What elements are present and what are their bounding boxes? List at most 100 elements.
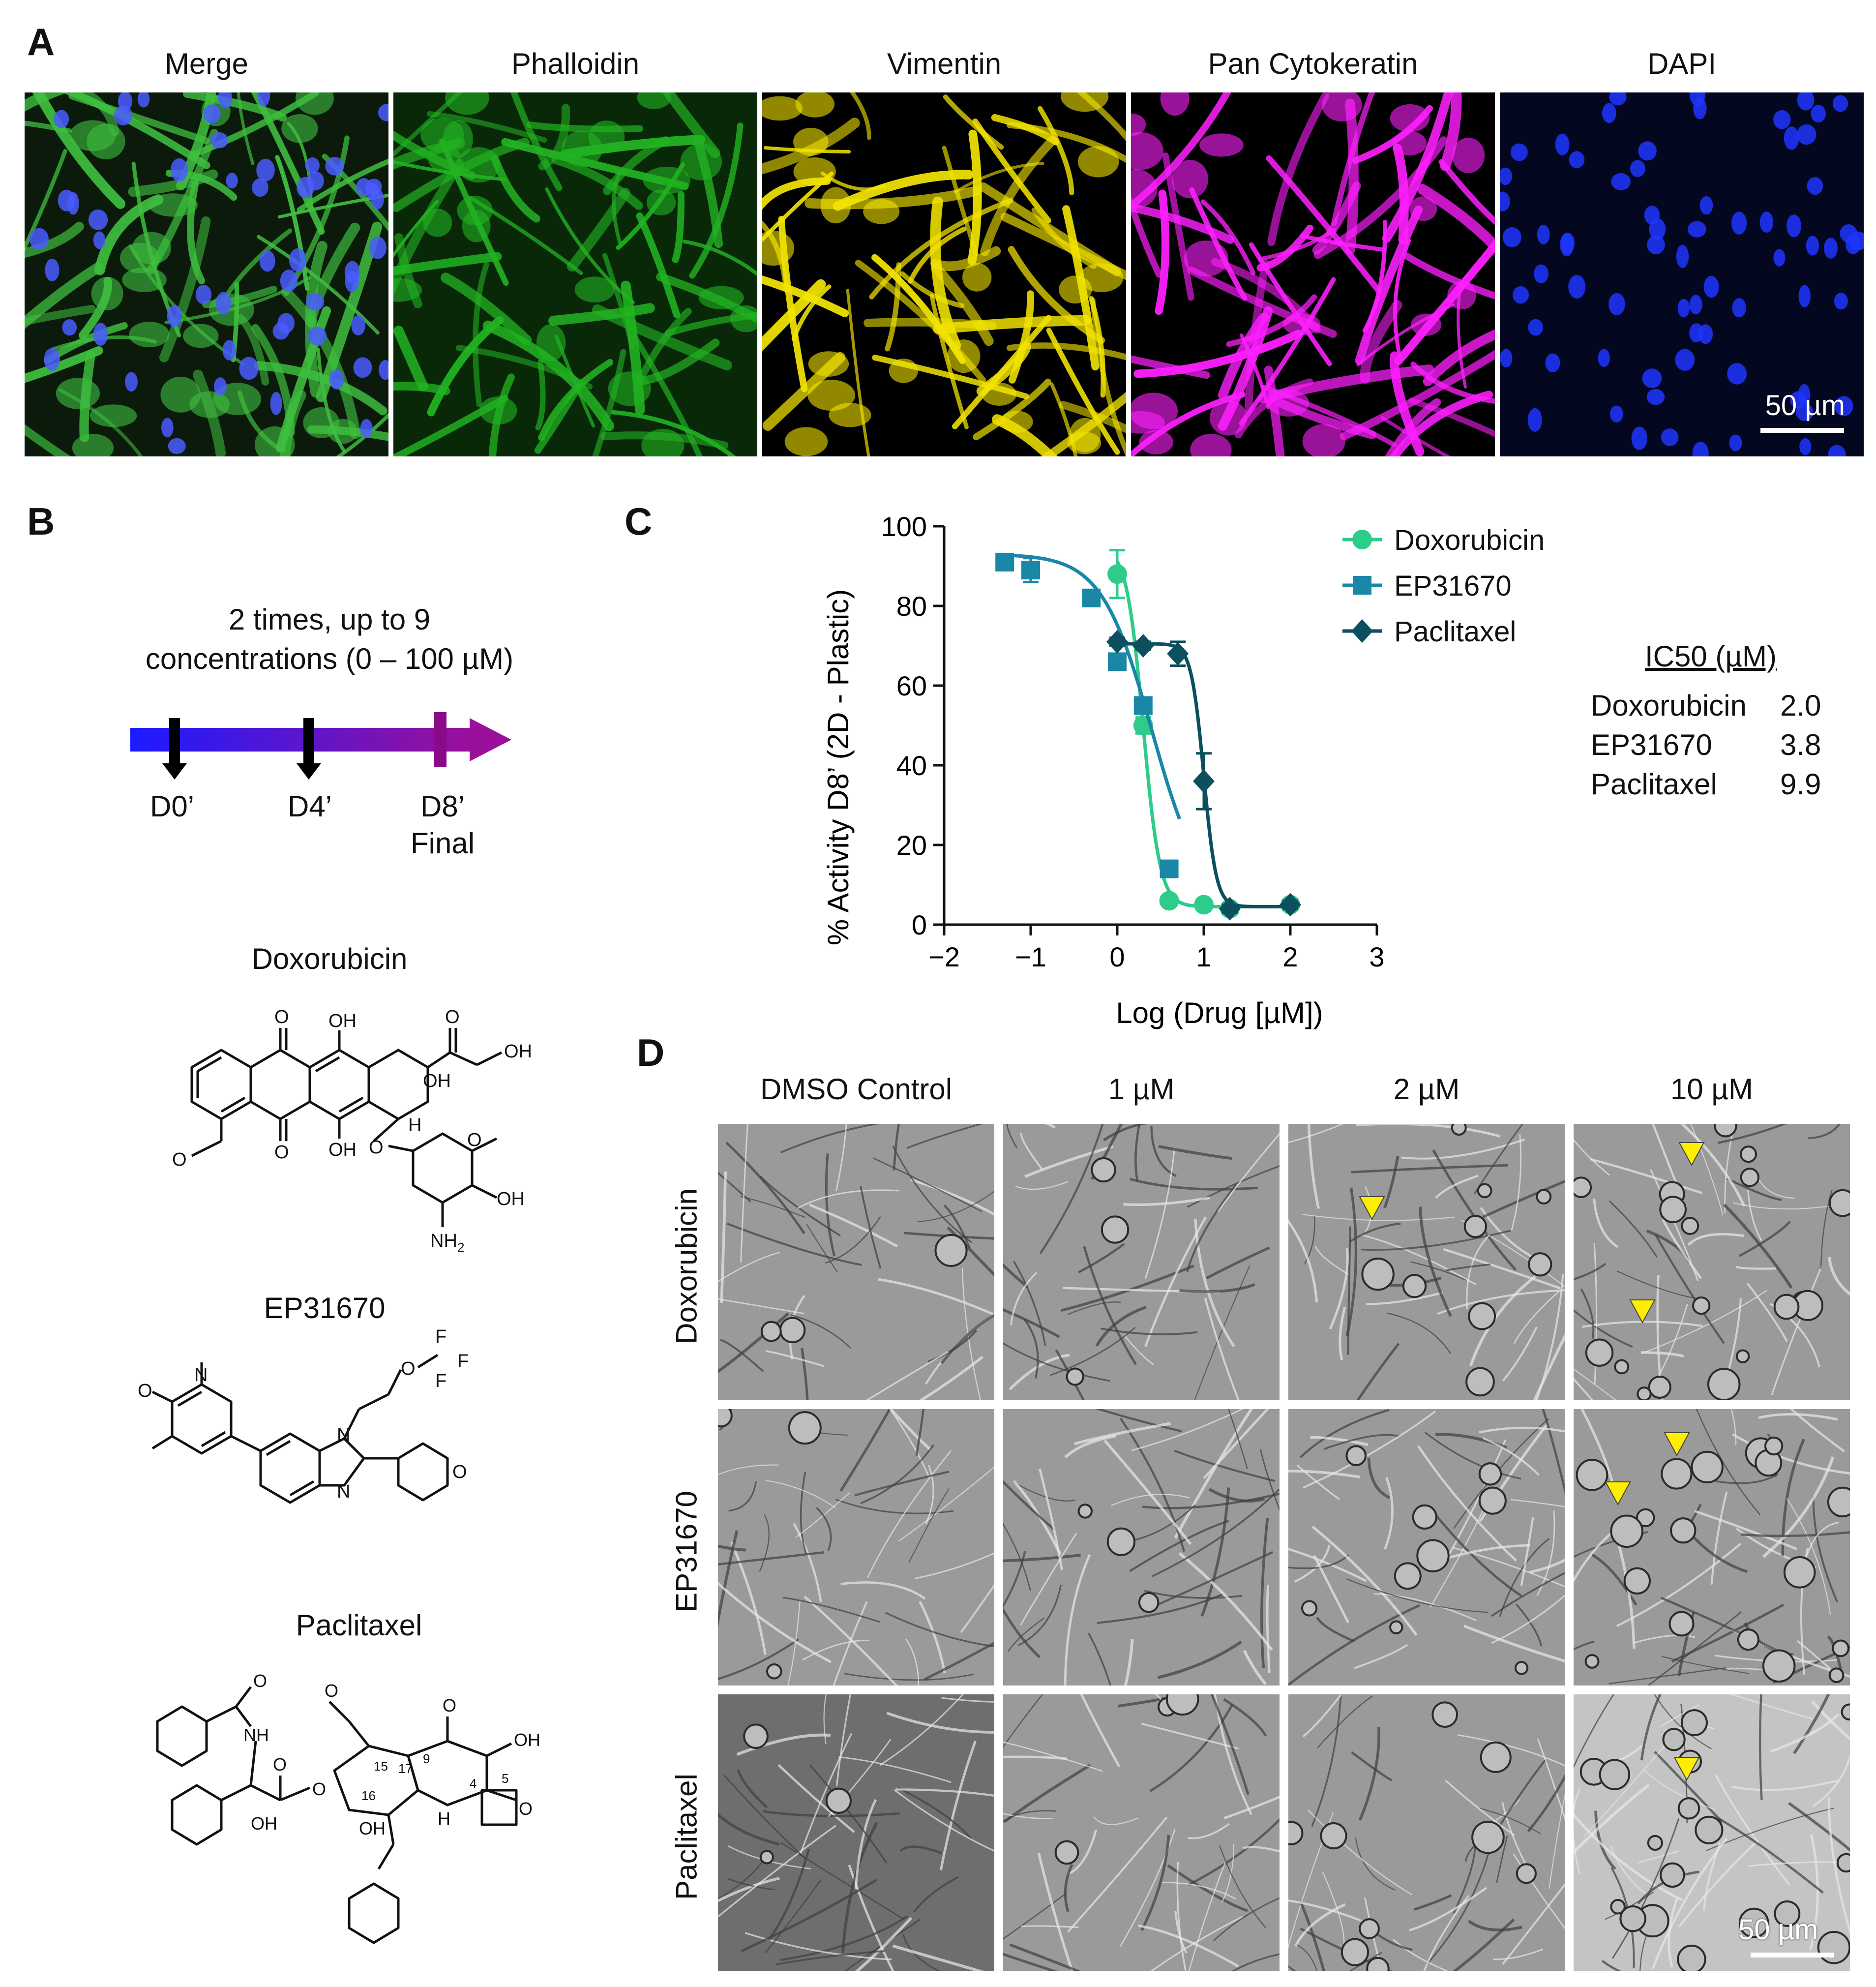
panel-d-label: D: [637, 1031, 665, 1074]
scale-bar-d: [1751, 1953, 1834, 1957]
ic50-name-paclitaxel: Paclitaxel: [1591, 768, 1717, 801]
arrowhead-icon: [1664, 1432, 1690, 1457]
brightfield-2-3: [1574, 1694, 1850, 1971]
ic50-header: IC50 (µM): [1645, 640, 1777, 673]
atom-pac-o2: O: [273, 1754, 287, 1775]
arrowhead-icon: [1678, 1142, 1705, 1167]
x-tick-label: 1: [1196, 941, 1211, 972]
atom-dox-o6: O: [467, 1130, 482, 1150]
atom-pac-oh1: OH: [251, 1813, 277, 1834]
micrograph-dapi: 50 µm: [1500, 92, 1864, 456]
data-point: [1167, 642, 1189, 666]
atom-ep-o2: O: [401, 1358, 416, 1379]
brightfield-1-3: [1574, 1409, 1850, 1686]
scale-bar-label-d: 50 µm: [1738, 1914, 1818, 1946]
brightfield-2-2: [1288, 1694, 1565, 1971]
row-head-doxorubicin: Doxorubicin: [670, 1188, 703, 1344]
y-axis-label: % Activity D8’ (2D - Plastic): [822, 589, 855, 946]
atom-pac-num15: 15: [374, 1759, 388, 1774]
timepoint-d0: D0’: [149, 790, 195, 823]
panel-c-label: C: [625, 500, 653, 543]
y-tick-label: 0: [912, 909, 927, 940]
channel-title-vimentin: Vimentin: [887, 47, 1002, 80]
atom-dox-o5: O: [369, 1137, 384, 1158]
col-head-dmso: DMSO Control: [760, 1073, 953, 1106]
ic50-value-paclitaxel: 9.9: [1780, 768, 1821, 801]
legend-marker: [1352, 530, 1372, 549]
data-point: [1133, 696, 1153, 715]
brightfield-0-0: [718, 1124, 994, 1400]
compound-name-ep31670: EP31670: [264, 1292, 386, 1325]
data-point: [1082, 588, 1101, 607]
timepoint-d8: D8’: [420, 790, 465, 823]
brightfield-2-1: [1003, 1694, 1280, 1971]
atom-ep-o3: O: [452, 1462, 467, 1482]
scale-bar-a: [1760, 428, 1844, 433]
atom-dox-oh1: OH: [328, 1011, 357, 1031]
panel-b-label: B: [27, 500, 55, 543]
atom-dox-o3: O: [445, 1008, 460, 1027]
scale-bar-label-a: 50 µm: [1765, 390, 1845, 421]
atom-ep-f3: F: [435, 1371, 447, 1391]
treatment-timeline: [130, 712, 511, 780]
data-point: [1193, 769, 1215, 793]
data-point: [1107, 564, 1127, 584]
data-point: [1021, 561, 1040, 580]
data-point: [995, 552, 1014, 572]
data-point: [1108, 652, 1127, 671]
timepoint-d4: D4’: [287, 790, 332, 823]
y-tick-label: 20: [896, 830, 927, 861]
data-point: [1106, 630, 1128, 654]
atom-ep-n1: N: [194, 1365, 208, 1385]
schedule-line-2: concentrations (0 – 100 µM): [145, 642, 514, 675]
micrograph-vimentin: [762, 92, 1126, 456]
brightfield-1-1: [1003, 1409, 1280, 1686]
arrowhead-icon: [1359, 1196, 1385, 1221]
y-tick-label: 100: [881, 511, 927, 542]
y-tick-label: 60: [896, 670, 927, 701]
arrowhead-icon: [1605, 1481, 1631, 1506]
channel-title-dapi: DAPI: [1647, 47, 1717, 80]
ic50-name-ep31670: EP31670: [1591, 728, 1712, 761]
x-tick-label: 0: [1109, 941, 1125, 972]
atom-dox-oh5: OH: [497, 1189, 525, 1209]
atom-pac-o3: O: [312, 1779, 326, 1799]
compound-name-paclitaxel: Paclitaxel: [296, 1609, 422, 1642]
x-tick-label: 3: [1369, 941, 1384, 972]
atom-dox-nh2: NH: [430, 1231, 457, 1251]
x-tick-label: 2: [1282, 941, 1298, 972]
dose-response-chart: 0 20 40 60 80 100 −2 −1 0 1 2 3 Log (Drug [µM]) % A…: [822, 511, 1385, 1029]
brightfield-0-1: [1003, 1124, 1280, 1400]
atom-ep-f2: F: [457, 1351, 469, 1372]
channel-title-phalloidin: Phalloidin: [511, 47, 640, 80]
data-point: [1194, 895, 1214, 915]
atom-pac-num9: 9: [423, 1751, 430, 1766]
ic50-value-doxorubicin: 2.0: [1780, 689, 1821, 722]
x-tick-label: −1: [1015, 941, 1046, 972]
channel-title-pan-cytokeratin: Pan Cytokeratin: [1208, 47, 1418, 80]
channel-title-merge: Merge: [164, 47, 249, 80]
atom-pac-num17: 17: [398, 1761, 413, 1776]
ic50-value-ep31670: 3.8: [1780, 728, 1821, 761]
atom-pac-oh3: OH: [359, 1818, 386, 1838]
brightfield-0-2: [1288, 1124, 1565, 1400]
y-tick-label: 80: [896, 591, 927, 622]
atom-ep-o1: O: [138, 1381, 152, 1401]
atom-dox-sub2: 2: [457, 1240, 464, 1255]
atom-pac-o6: O: [519, 1799, 533, 1819]
micrograph-pan-cytokeratin: [1131, 92, 1495, 456]
data-point: [1280, 893, 1301, 917]
schedule-line-1: 2 times, up to 9: [228, 603, 431, 636]
structure-doxorubicin: O O OH OH O OH OH H O O O OH NH 2: [172, 1008, 532, 1255]
brightfield-1-0: [718, 1409, 994, 1686]
atom-pac-num4: 4: [470, 1776, 476, 1791]
compound-name-doxorubicin: Doxorubicin: [251, 942, 408, 975]
atom-dox-h: H: [408, 1115, 421, 1136]
data-point: [1160, 859, 1179, 878]
atom-pac-o5: O: [443, 1695, 456, 1716]
atom-pac-h: H: [438, 1808, 450, 1829]
data-point: [1219, 897, 1241, 921]
atom-pac-oh2: OH: [514, 1730, 540, 1750]
row-head-paclitaxel: Paclitaxel: [670, 1774, 703, 1900]
atom-ep-f1: F: [435, 1328, 447, 1347]
